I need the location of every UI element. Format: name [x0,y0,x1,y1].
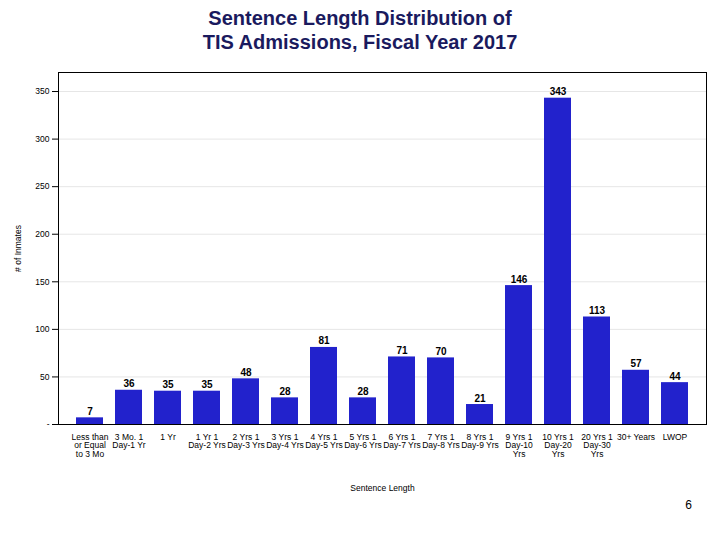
svg-text:4 Yrs 1Day-5 Yrs: 4 Yrs 1Day-5 Yrs [305,432,343,451]
svg-text:7 Yrs 1Day-8 Yrs: 7 Yrs 1Day-8 Yrs [422,432,460,451]
svg-text:3 Mo. 1Day-1 Yr: 3 Mo. 1Day-1 Yr [112,432,146,451]
svg-text:20 Yrs 1Day-30Yrs: 20 Yrs 1Day-30Yrs [581,432,613,459]
svg-text:36: 36 [123,378,135,389]
svg-text:35: 35 [162,379,174,390]
svg-text:70: 70 [435,346,447,357]
svg-text:100: 100 [35,324,49,334]
html-text:Sentence Length Distribution o: Sentence Length Distribution of TIS Admi… [202,7,518,53]
svg-text:# of Inmates: # of Inmates [13,225,23,272]
svg-text:Less thanor Equalto 3 Mo: Less thanor Equalto 3 Mo [72,432,109,459]
svg-text:44: 44 [669,371,681,382]
svg-text:343: 343 [550,86,567,97]
svg-text:6 Yrs 1Day-7 Yrs: 6 Yrs 1Day-7 Yrs [383,432,421,451]
svg-text:71: 71 [396,345,408,356]
svg-text:8 Yrs 1Day-9 Yrs: 8 Yrs 1Day-9 Yrs [461,432,499,451]
svg-text:48: 48 [240,367,252,378]
svg-text:2 Yrs 1Day-3 Yrs: 2 Yrs 1Day-3 Yrs [227,432,265,451]
svg-text:10 Yrs 1Day-20Yrs: 10 Yrs 1Day-20Yrs [542,432,574,459]
svg-text:28: 28 [279,386,291,397]
svg-text:81: 81 [318,335,330,346]
svg-text:7: 7 [87,406,93,417]
html-text:6: 6 [685,498,692,512]
svg-text:35: 35 [201,379,213,390]
svg-text:9 Yrs 1Day-10Yrs: 9 Yrs 1Day-10Yrs [505,432,533,459]
svg-text:300: 300 [35,134,49,144]
svg-text:28: 28 [357,386,369,397]
svg-text:57: 57 [630,358,642,369]
svg-text:250: 250 [35,181,49,191]
svg-text:Sentence Length: Sentence Length [350,483,415,493]
svg-text:1 Yr 1Day-2 Yrs: 1 Yr 1Day-2 Yrs [188,432,226,451]
svg-text:350: 350 [35,86,49,96]
svg-text:21: 21 [474,393,486,404]
svg-text:30+ Years: 30+ Years [617,432,655,442]
svg-text:3 Yrs 1Day-4 Yrs: 3 Yrs 1Day-4 Yrs [266,432,304,451]
svg-text:50: 50 [40,372,50,382]
svg-text:LWOP: LWOP [663,432,688,442]
svg-text:5 Yrs 1Day-6 Yrs: 5 Yrs 1Day-6 Yrs [344,432,382,451]
svg-text:150: 150 [35,277,49,287]
svg-text:1 Yr: 1 Yr [160,432,176,442]
svg-text:200: 200 [35,229,49,239]
svg-text:-: - [47,419,50,429]
svg-text:113: 113 [589,305,606,316]
svg-text:146: 146 [511,274,528,285]
